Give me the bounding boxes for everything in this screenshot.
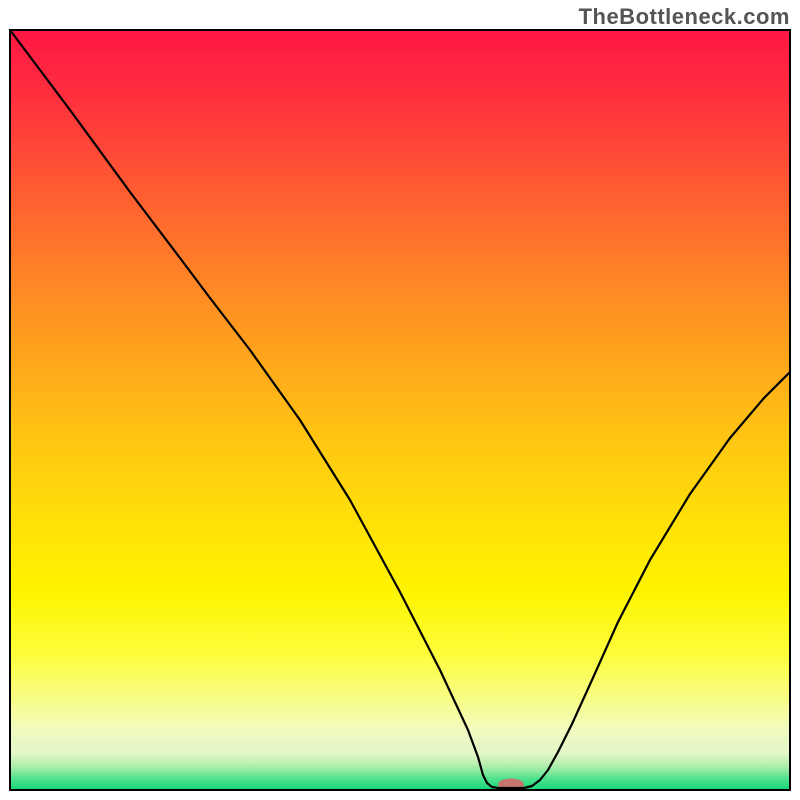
chart-container: TheBottleneck.com (0, 0, 800, 800)
bottleneck-curve-chart (0, 0, 800, 800)
watermark-text: TheBottleneck.com (579, 4, 790, 30)
gradient-background (10, 30, 790, 790)
